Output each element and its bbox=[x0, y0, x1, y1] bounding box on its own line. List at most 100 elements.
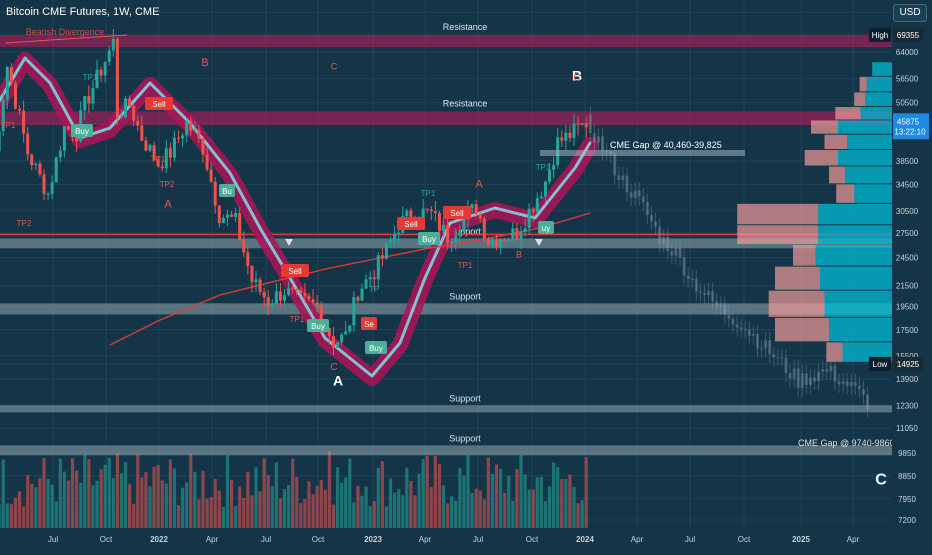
sell-signal bbox=[397, 217, 425, 230]
support-zone bbox=[0, 405, 892, 413]
candle-body bbox=[103, 61, 107, 76]
volume-bar bbox=[238, 486, 242, 528]
volume-bar bbox=[262, 458, 266, 528]
projected-candle-body bbox=[751, 334, 755, 336]
volume-bar bbox=[511, 500, 515, 528]
last-price-value: 45875 bbox=[897, 117, 920, 126]
volume-bar bbox=[523, 474, 527, 528]
candle-body bbox=[482, 218, 486, 239]
price-tick-label: 12300 bbox=[896, 401, 919, 410]
time-tick-label: Apr bbox=[847, 535, 860, 544]
candle-body bbox=[274, 291, 278, 304]
projected-candle-body bbox=[800, 373, 804, 388]
projected-candle-body bbox=[845, 381, 849, 386]
projected-candle-body bbox=[813, 377, 817, 382]
volume-bar bbox=[62, 471, 66, 528]
high-marker-tag bbox=[869, 27, 891, 42]
buy-signal-label: Buy bbox=[75, 127, 89, 136]
volume-bar bbox=[401, 495, 405, 528]
projected-candle-body bbox=[613, 154, 617, 176]
time-tick-label: Apr bbox=[206, 535, 219, 544]
take-profit-label: TP1 bbox=[1, 121, 16, 130]
candle-body bbox=[352, 297, 356, 326]
price-tick-label: 38500 bbox=[896, 157, 919, 166]
volume-profile-sell-bar bbox=[824, 134, 847, 150]
candle-body bbox=[372, 277, 376, 280]
take-profit-label: TP bbox=[369, 285, 379, 294]
volume-bars bbox=[0, 451, 588, 528]
volume-bar bbox=[421, 459, 425, 528]
projected-candle-body bbox=[719, 304, 723, 307]
projected-candle-body bbox=[592, 132, 596, 143]
volume-bar bbox=[356, 485, 360, 528]
volume-bar bbox=[9, 504, 13, 528]
projected-candle-body bbox=[808, 377, 812, 386]
volume-profile bbox=[737, 62, 892, 362]
volume-bar bbox=[425, 455, 429, 528]
time-tick-label: Oct bbox=[312, 535, 325, 544]
buy-signal bbox=[418, 232, 440, 245]
time-tick-label: Oct bbox=[526, 535, 539, 544]
candle-body bbox=[13, 83, 17, 109]
candle-body bbox=[111, 38, 115, 51]
projected-candle-body bbox=[625, 175, 629, 193]
volume-bar bbox=[152, 466, 156, 528]
candle-body bbox=[213, 181, 217, 206]
candle-body bbox=[442, 224, 446, 231]
volume-profile-buy-bar bbox=[866, 76, 892, 92]
price-tick-label: 17500 bbox=[896, 326, 919, 335]
candle-body bbox=[160, 166, 164, 169]
volume-bar bbox=[22, 506, 26, 528]
volume-bar bbox=[99, 469, 103, 528]
currency-button[interactable]: USD bbox=[893, 4, 927, 22]
time-tick-label: Jul bbox=[685, 535, 695, 544]
volume-bar bbox=[54, 501, 58, 528]
candle-body bbox=[30, 154, 34, 166]
moving-average-line bbox=[109, 212, 591, 346]
candle-body bbox=[250, 266, 254, 282]
volume-bar bbox=[315, 485, 319, 528]
volume-bar bbox=[409, 480, 413, 528]
volume-bar bbox=[352, 502, 356, 528]
projected-candle-body bbox=[645, 202, 649, 216]
projected-candle-body bbox=[670, 251, 674, 256]
candle-body bbox=[140, 125, 144, 141]
projected-candle-body bbox=[804, 373, 808, 386]
cme-gap-label: CME Gap @ 9740-9860 bbox=[798, 438, 895, 448]
volume-bar bbox=[148, 486, 152, 528]
volume-profile-buy-bar bbox=[854, 184, 892, 203]
volume-bar bbox=[213, 478, 217, 528]
sell-signal-label: Sell bbox=[450, 209, 464, 218]
price-tick-label: 8850 bbox=[898, 472, 916, 481]
volume-bar bbox=[95, 480, 99, 528]
candle-body bbox=[576, 123, 580, 125]
volume-bar bbox=[258, 491, 262, 528]
volume-bar bbox=[123, 462, 128, 528]
projected-candle-body bbox=[601, 136, 605, 152]
time-axis-panel bbox=[0, 528, 932, 550]
volume-bar bbox=[291, 458, 295, 528]
time-tick-label: Apr bbox=[419, 535, 432, 544]
sell-signal-label: Sell bbox=[404, 220, 418, 229]
wave-label: B bbox=[516, 250, 522, 260]
candle-body bbox=[490, 239, 494, 246]
candle-body bbox=[270, 303, 274, 306]
volume-bar bbox=[568, 474, 572, 528]
candle-body bbox=[503, 239, 507, 242]
candle-body bbox=[115, 38, 119, 118]
volume-profile-sell-bar bbox=[826, 342, 843, 362]
candle-body bbox=[446, 224, 450, 244]
candle-body bbox=[50, 182, 54, 194]
candle-body bbox=[128, 98, 132, 106]
resistance-zone-label: Resistance bbox=[443, 22, 488, 32]
projected-candle-body bbox=[678, 247, 682, 258]
price-tick-label: 50500 bbox=[896, 99, 919, 108]
projected-candle-body bbox=[780, 357, 784, 359]
volume-bar bbox=[527, 489, 531, 528]
candle-body bbox=[470, 204, 474, 209]
buy-signal bbox=[71, 124, 93, 137]
candle-body bbox=[225, 214, 229, 218]
volume-bar bbox=[543, 501, 548, 528]
projected-candle-body bbox=[792, 368, 796, 379]
